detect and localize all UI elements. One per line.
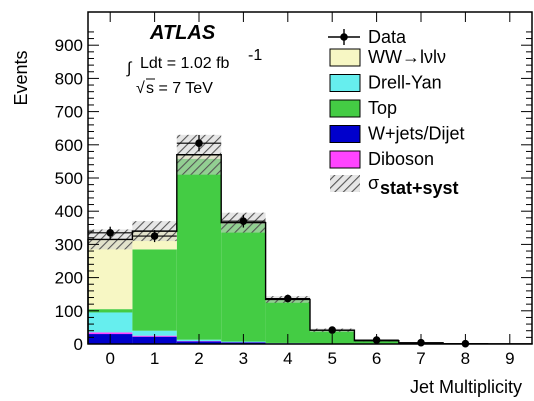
experiment-info: ATLAS ∫ Ldt = 1.02 fb -1 √ s = 7 TeV — [126, 22, 262, 97]
axis-ticks — [88, 12, 532, 345]
legend-swatch-ww-l-l- — [329, 48, 361, 67]
y-tick-label-100: 100 — [55, 302, 83, 321]
x-tick-label-7: 7 — [416, 349, 425, 368]
legend-uncertainty-subscript: stat+syst — [380, 178, 459, 198]
x-tick-labels: 0 1 2 3 4 5 6 7 8 9 — [105, 349, 514, 368]
atlas-label: ATLAS — [149, 22, 216, 44]
legend-label-w-jets-dijet: W+jets/Dijet — [368, 124, 465, 144]
bar-top-1 — [132, 249, 177, 331]
x-tick-label-8: 8 — [461, 349, 470, 368]
y-tick-label-600: 600 — [55, 136, 83, 155]
legend-data-marker — [340, 33, 348, 41]
legend-series-items: WW→lνlν Drell-Yan Top W+jets/Dijet Diboson — [329, 47, 465, 169]
x-tick-label-1: 1 — [150, 349, 159, 368]
bar-drell-yan-0 — [88, 312, 133, 333]
y-tick-label-900: 900 — [55, 36, 83, 55]
legend-swatch-diboson — [329, 150, 361, 169]
y-axis-title: Events — [11, 50, 31, 105]
y-tick-label-200: 200 — [55, 269, 83, 288]
legend-label-diboson: Diboson — [368, 149, 434, 169]
bar-top-3 — [221, 223, 266, 342]
data-point-0 — [106, 228, 114, 237]
legend-item-uncertainty: σ stat+syst — [330, 173, 459, 198]
legend-label-drell-yan: Drell-Yan — [368, 73, 442, 93]
bar-top-2 — [176, 158, 222, 340]
bar-top-0 — [88, 309, 133, 313]
legend-label-ww-l-l-: WW→lνlν — [368, 47, 446, 67]
integral-sign: ∫ — [126, 60, 133, 77]
x-tick-label-3: 3 — [239, 349, 248, 368]
bar-diboson-0 — [88, 332, 133, 335]
legend-swatch-top — [329, 99, 361, 118]
x-axis-title: Jet Multiplicity — [410, 377, 522, 397]
data-points — [88, 134, 488, 348]
y-tick-label-300: 300 — [55, 235, 83, 254]
legend-label-top: Top — [368, 98, 397, 118]
y-tick-label-700: 700 — [55, 103, 83, 122]
x-tick-label-9: 9 — [505, 349, 514, 368]
x-tick-label-0: 0 — [105, 349, 114, 368]
legend-data-label: Data — [368, 27, 407, 47]
luminosity-label: Ldt = 1.02 fb — [140, 55, 230, 72]
legend-swatch-w-jets-dijet — [329, 125, 361, 143]
y-tick-labels: 0 100 200 300 400 500 600 700 800 900 — [55, 36, 83, 354]
legend-uncertainty-symbol: σ — [368, 173, 379, 193]
y-tick-label-400: 400 — [55, 202, 83, 221]
legend-uncertainty-swatch — [330, 175, 360, 192]
bar-drell-yan-1 — [132, 330, 177, 336]
bar-ww-l-l--0 — [88, 239, 133, 310]
legend-item-data: Data — [328, 27, 407, 47]
stacked-bars — [88, 154, 532, 344]
x-tick-label-2: 2 — [194, 349, 203, 368]
x-tick-label-4: 4 — [283, 349, 292, 368]
data-point-1 — [150, 232, 159, 240]
data-point-4 — [284, 294, 292, 303]
data-point-5 — [328, 326, 337, 334]
y-tick-label-500: 500 — [55, 169, 83, 188]
legend-swatch-drell-yan — [329, 74, 361, 92]
y-tick-label-0: 0 — [74, 335, 83, 354]
data-point-2 — [195, 139, 203, 147]
sqrt-sign: √ — [136, 80, 145, 97]
legend: Data WW→lνlν Drell-Yan Top W+jets/Dijet Dibo… — [328, 27, 465, 198]
energy-label: s = 7 TeV — [146, 80, 213, 97]
luminosity-exponent: -1 — [248, 47, 262, 64]
y-tick-label-800: 800 — [55, 69, 83, 88]
x-tick-label-5: 5 — [327, 349, 336, 368]
x-tick-label-6: 6 — [372, 349, 381, 368]
data-point-3 — [239, 217, 248, 225]
